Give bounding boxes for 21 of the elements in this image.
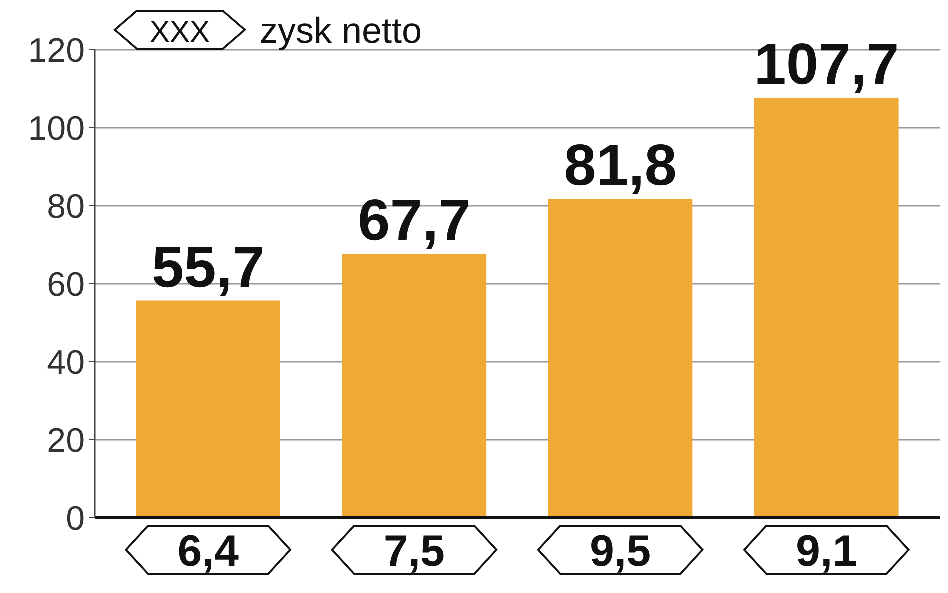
bar — [136, 300, 280, 518]
y-tick-label: 80 — [47, 188, 85, 226]
y-tick-label: 100 — [28, 110, 85, 148]
text: 7,5 — [384, 527, 446, 576]
data-label: 55,7 — [152, 234, 265, 300]
y-tick-label: 20 — [47, 422, 85, 460]
text: XXX — [150, 16, 210, 49]
annotation: zysk netto — [260, 10, 422, 51]
data-label: 107,7 — [754, 32, 900, 97]
bar — [342, 254, 487, 518]
bar — [548, 198, 693, 518]
text: 9,5 — [590, 527, 652, 576]
text: 6,4 — [178, 527, 240, 576]
data-label: 81,8 — [564, 132, 677, 198]
y-tick-label: 0 — [66, 500, 85, 538]
y-tick-label: 40 — [47, 344, 85, 382]
y-tick-label: 120 — [28, 32, 85, 70]
y-tick-label: 60 — [47, 266, 85, 304]
data-label: 67,7 — [358, 188, 471, 253]
text: 9,1 — [796, 527, 858, 576]
bar — [754, 98, 899, 518]
